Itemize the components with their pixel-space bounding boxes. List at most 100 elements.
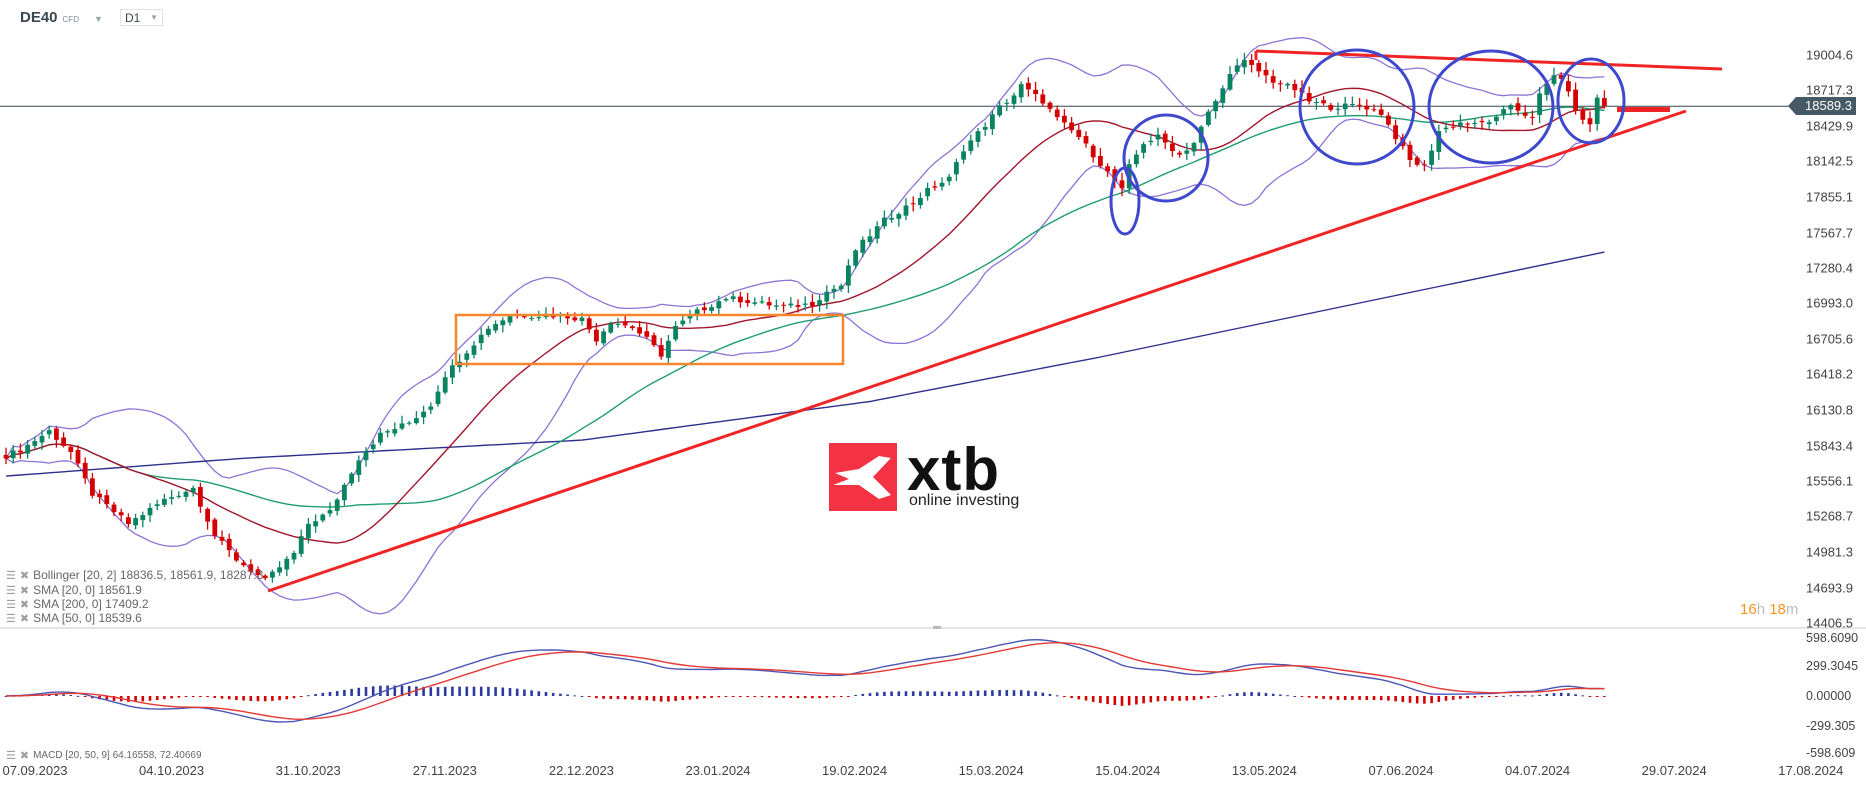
candle: [543, 307, 549, 320]
settings-lines-icon[interactable]: ☰: [6, 612, 16, 625]
candle: [1040, 89, 1046, 106]
candle-body: [932, 186, 938, 188]
macd-histogram-bar: [371, 686, 375, 696]
candle: [306, 518, 311, 544]
candle: [334, 497, 340, 516]
macd-histogram-bar: [717, 696, 721, 698]
macd-histogram-bar: [1351, 696, 1354, 700]
pane-resize-handle[interactable]: [933, 626, 941, 629]
close-icon[interactable]: ✖: [19, 584, 30, 597]
candle: [1407, 141, 1413, 168]
close-icon[interactable]: ✖: [19, 598, 30, 611]
candle-body: [10, 450, 16, 459]
date-axis-tick: 13.05.2024: [1231, 763, 1297, 778]
candle: [702, 302, 707, 314]
close-icon[interactable]: ✖: [19, 750, 30, 762]
apex-marker[interactable]: [1617, 107, 1670, 112]
candle: [723, 297, 729, 302]
macd-histogram-bar: [1279, 694, 1282, 696]
pattern-circle[interactable]: [1556, 57, 1626, 145]
candle-body: [529, 318, 534, 320]
candle: [486, 325, 491, 337]
settings-lines-icon[interactable]: ☰: [6, 750, 16, 762]
macd-histogram-bar: [379, 685, 382, 696]
pattern-circle[interactable]: [1427, 49, 1555, 165]
candle-body: [262, 575, 268, 579]
timeframe-select[interactable]: D1 ▼: [120, 9, 163, 26]
candle-body: [1364, 105, 1370, 110]
instrument-type: CFD: [62, 15, 79, 24]
candle-body: [1162, 133, 1168, 143]
legend-sma200: ☰ ✖ SMA [200, 0] 17409.2: [6, 597, 149, 611]
candle-body: [1184, 150, 1190, 154]
macd-histogram-bar: [1127, 696, 1131, 706]
candle: [874, 221, 880, 244]
close-icon[interactable]: ✖: [19, 569, 30, 582]
settings-lines-icon[interactable]: ☰: [6, 584, 16, 597]
candle: [392, 422, 398, 437]
macd-histogram-bar: [285, 696, 289, 700]
macd-histogram-bar: [199, 696, 202, 697]
rising-trendline[interactable]: [267, 109, 1687, 593]
candle: [687, 309, 693, 324]
candle: [471, 341, 477, 359]
candle: [1335, 102, 1341, 115]
macd-histogram-bar: [62, 694, 65, 696]
macd-histogram-bar: [1372, 696, 1376, 701]
candle-body: [1465, 123, 1470, 125]
macd-histogram-bar: [595, 696, 598, 699]
candle: [781, 301, 786, 313]
pattern-circle[interactable]: [1122, 113, 1210, 203]
macd-histogram-bar: [631, 696, 634, 700]
candle-body: [219, 536, 225, 541]
macd-histogram-bar: [415, 686, 418, 696]
candle-body: [320, 514, 326, 521]
candle-body: [975, 131, 981, 142]
candle: [594, 322, 599, 346]
candle-body: [1501, 109, 1506, 115]
macd-histogram-bar: [1192, 696, 1196, 701]
candle: [500, 317, 506, 333]
candle-body: [1357, 104, 1362, 106]
candle: [558, 312, 563, 323]
price-axis-tick: 15556.1: [1806, 473, 1853, 489]
pattern-circle[interactable]: [1109, 166, 1141, 236]
price-axis-tick: 18429.9: [1806, 118, 1853, 134]
macd-histogram-bar: [1235, 693, 1239, 696]
macd-histogram-bar: [350, 688, 353, 696]
candle: [550, 307, 556, 320]
date-axis-tick: 17.08.2024: [1778, 763, 1844, 778]
candle-body: [1220, 88, 1226, 103]
candle-body: [658, 345, 664, 357]
macd-histogram-bar: [134, 696, 137, 702]
settings-lines-icon[interactable]: ☰: [6, 598, 16, 611]
candle-body: [1090, 145, 1096, 158]
candle-body: [709, 307, 714, 311]
pattern-circle[interactable]: [1298, 48, 1416, 166]
symbol-selector[interactable]: DE40 CFD ▼: [20, 9, 103, 26]
candle-body: [824, 291, 830, 302]
consolidation-range-box[interactable]: [454, 313, 845, 366]
date-axis-tick: 29.07.2024: [1641, 763, 1707, 778]
timeframe-value: D1: [125, 10, 141, 25]
candle: [1249, 54, 1254, 73]
candle-body: [133, 518, 138, 526]
settings-lines-icon[interactable]: ☰: [6, 569, 16, 582]
candle-body: [1141, 144, 1146, 153]
candle-body: [946, 176, 952, 182]
close-icon[interactable]: ✖: [19, 612, 30, 625]
candle: [363, 447, 369, 467]
candle: [126, 513, 131, 528]
candle-body: [716, 301, 722, 309]
macd-histogram-bar: [364, 686, 368, 696]
candle: [68, 444, 74, 460]
chevron-down-icon[interactable]: ▼: [93, 14, 103, 24]
macd-histogram-bar: [163, 696, 166, 700]
date-axis-tick: 19.02.2024: [822, 763, 888, 778]
candle: [1566, 74, 1571, 97]
macd-histogram-bar: [400, 685, 404, 696]
candle-body: [723, 298, 729, 301]
macd-histogram-bar: [1214, 696, 1217, 697]
macd-histogram-bar: [890, 691, 893, 696]
